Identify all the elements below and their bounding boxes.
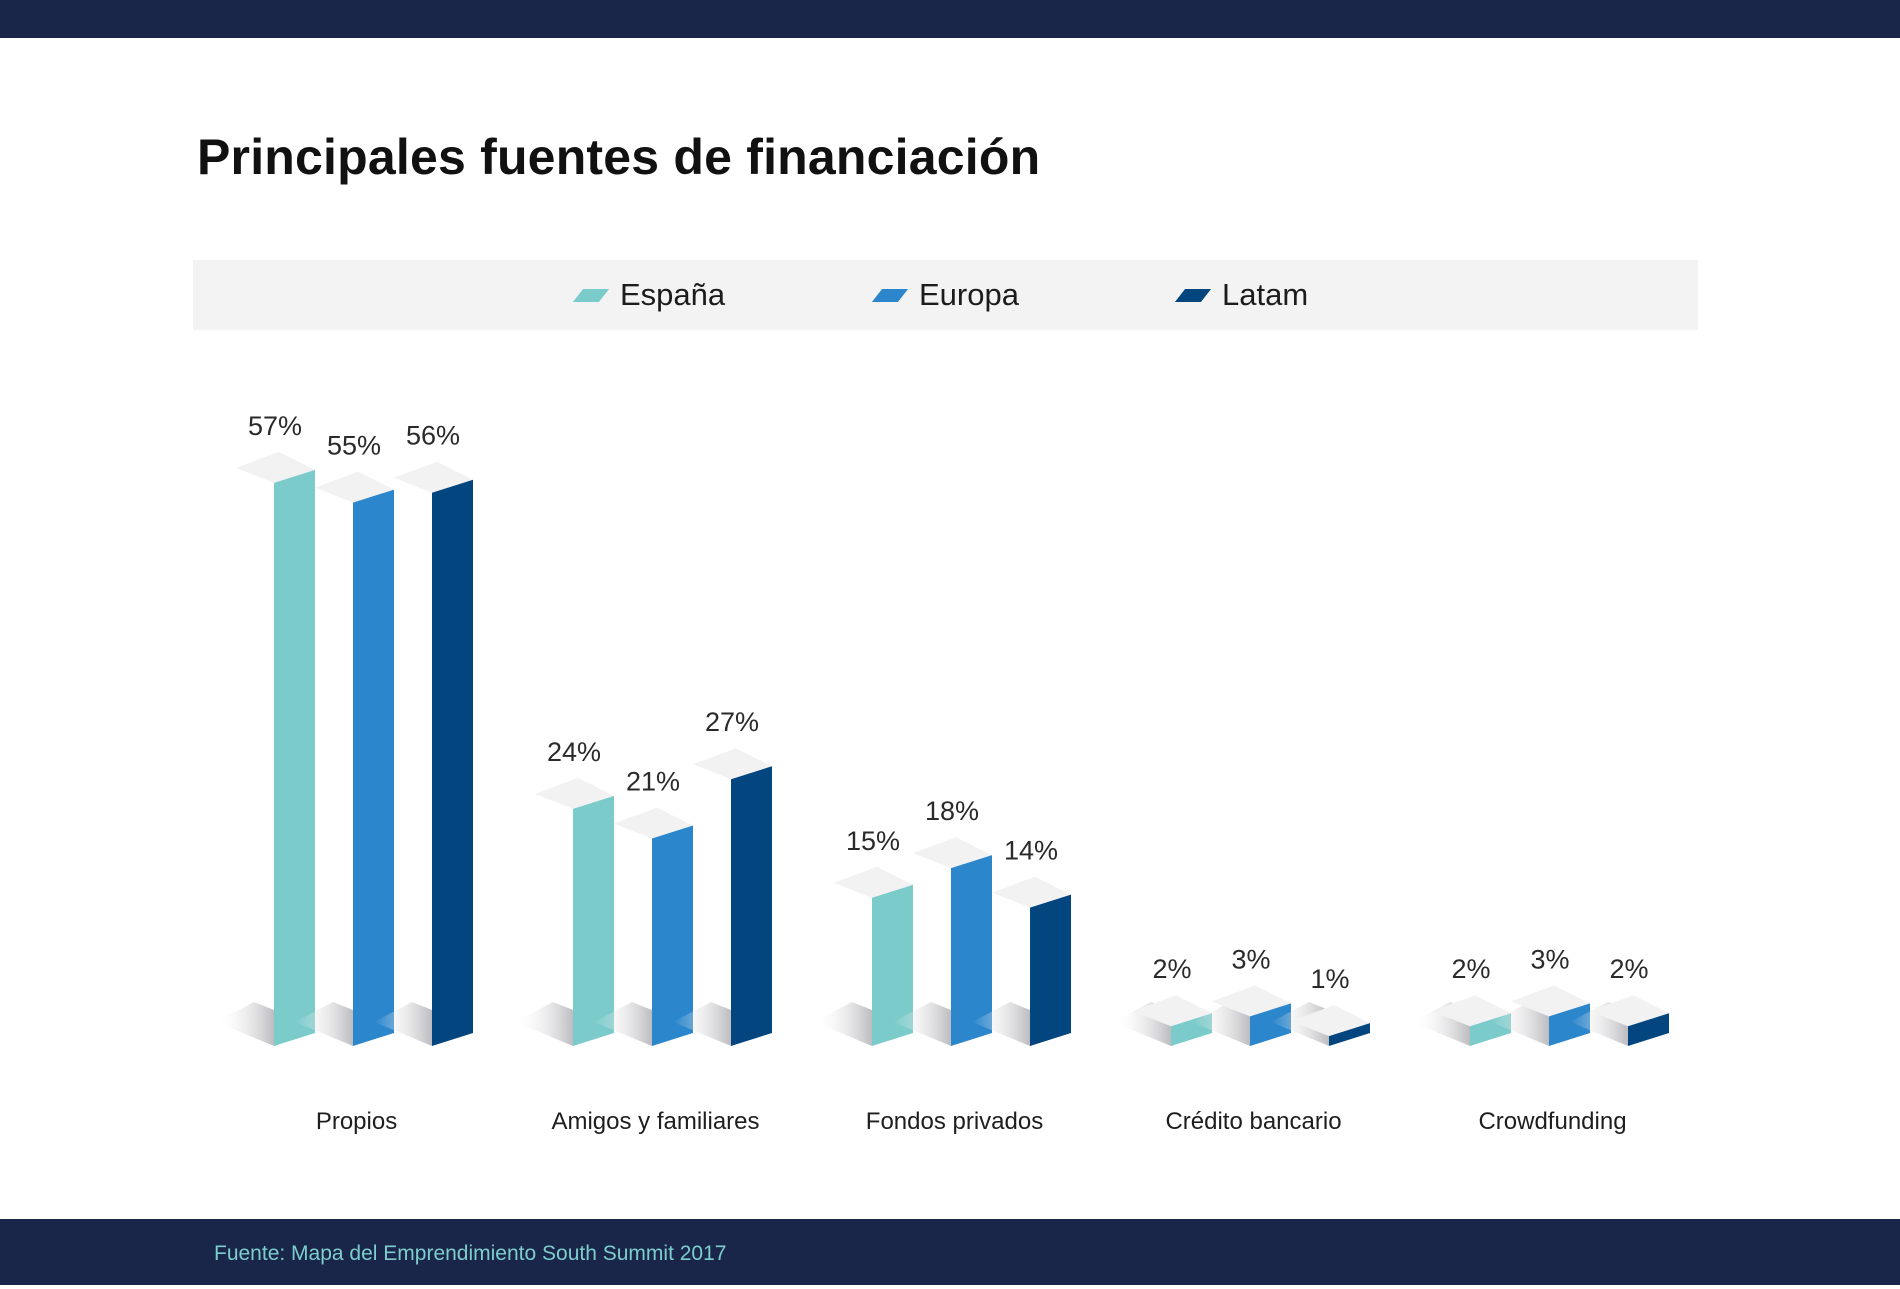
- category-label-crowdfunding: Crowdfunding: [1478, 1108, 1626, 1135]
- bar-shadow-propios-europa: [295, 1002, 353, 1046]
- bar-shadow-amigos-y-familiares-espana: [515, 1002, 573, 1046]
- value-label-fondos-privados-europa: 18%: [925, 796, 979, 826]
- bar-shadow-propios-latam: [374, 1002, 432, 1046]
- bar-shadow-crowdfunding-europa: [1491, 1002, 1549, 1046]
- value-label-fondos-privados-espana: 15%: [846, 826, 900, 856]
- bar-crowdfunding-latam: [1628, 1013, 1669, 1046]
- legend-label-latam: Latam: [1222, 277, 1309, 312]
- legend-item-espana: España: [572, 260, 726, 330]
- bar-top-fondos-privados-espana: [834, 866, 913, 898]
- value-label-crowdfunding-europa: 3%: [1530, 944, 1569, 974]
- bar-top-crowdfunding-europa: [1511, 985, 1590, 1017]
- bar-shadow-credito-bancario-europa: [1192, 1002, 1250, 1046]
- bar-amigos-y-familiares-latam: [731, 766, 772, 1046]
- bar-shadow-propios-espana: [216, 1002, 274, 1046]
- bar-chart: 57% 55% 56% Propios 24% 21% 27% Amigos y famili…: [216, 411, 1669, 1135]
- bar-top-amigos-y-familiares-espana: [535, 777, 614, 809]
- category-label-amigos-y-familiares: Amigos y familiares: [551, 1108, 759, 1135]
- value-label-amigos-y-familiares-espana: 24%: [547, 737, 601, 767]
- bar-top-amigos-y-familiares-europa: [614, 807, 693, 839]
- legend-label-espana: España: [620, 277, 726, 312]
- legend-item-latam: Latam: [1174, 260, 1309, 330]
- value-label-fondos-privados-latam: 14%: [1004, 836, 1058, 866]
- value-label-crowdfunding-latam: 2%: [1609, 954, 1648, 984]
- bar-top-crowdfunding-latam: [1590, 995, 1669, 1027]
- bar-top-crowdfunding-espana: [1432, 995, 1511, 1027]
- value-label-crowdfunding-espana: 2%: [1451, 954, 1490, 984]
- bar-top-fondos-privados-latam: [992, 876, 1071, 908]
- top-bar: [0, 0, 1900, 38]
- bar-top-propios-espana: [236, 451, 315, 483]
- bar-propios-espana: [274, 469, 315, 1047]
- bar-credito-bancario-latam: [1329, 1023, 1370, 1046]
- bar-fondos-privados-espana: [872, 884, 913, 1046]
- bar-fondos-privados-europa: [951, 855, 992, 1046]
- footer-bar: Fuente: Mapa del Emprendimiento South Su…: [0, 1219, 1900, 1285]
- legend-item-europa: Europa: [871, 260, 1019, 330]
- value-label-amigos-y-familiares-latam: 27%: [705, 707, 759, 737]
- legend-label-europa: Europa: [919, 277, 1019, 312]
- bar-propios-latam: [432, 479, 473, 1047]
- value-label-credito-bancario-europa: 3%: [1231, 944, 1270, 974]
- value-label-propios-latam: 56%: [406, 421, 460, 451]
- bar-shadow-amigos-y-familiares-latam: [673, 1002, 731, 1046]
- bar-credito-bancario-europa: [1250, 1003, 1291, 1046]
- bar-amigos-y-familiares-europa: [652, 825, 693, 1046]
- bar-shadow-fondos-privados-europa: [893, 1002, 951, 1046]
- value-label-propios-espana: 57%: [248, 411, 302, 441]
- bar-top-credito-bancario-europa: [1212, 985, 1291, 1017]
- bar-amigos-y-familiares-espana: [573, 795, 614, 1046]
- source-note: Fuente: Mapa del Emprendimiento South Su…: [214, 1242, 727, 1265]
- bar-fondos-privados-latam: [1030, 894, 1071, 1046]
- value-label-credito-bancario-espana: 2%: [1152, 954, 1191, 984]
- bar-top-credito-bancario-espana: [1133, 995, 1212, 1027]
- bar-shadow-fondos-privados-espana: [814, 1002, 872, 1046]
- bar-propios-europa: [353, 489, 394, 1047]
- value-label-amigos-y-familiares-europa: 21%: [626, 767, 680, 797]
- bar-top-propios-latam: [394, 461, 473, 493]
- bar-crowdfunding-europa: [1549, 1003, 1590, 1046]
- value-label-propios-europa: 55%: [327, 431, 381, 461]
- bar-top-amigos-y-familiares-latam: [693, 748, 772, 780]
- bar-top-fondos-privados-europa: [913, 837, 992, 869]
- chart-title: Principales fuentes de financiación: [197, 129, 1041, 185]
- category-label-credito-bancario: Crédito bancario: [1165, 1108, 1341, 1135]
- legend: España Europa Latam: [193, 260, 1698, 330]
- bar-shadow-amigos-y-familiares-europa: [594, 1002, 652, 1046]
- category-label-propios: Propios: [316, 1108, 397, 1135]
- category-label-fondos-privados: Fondos privados: [866, 1108, 1043, 1135]
- bar-shadow-fondos-privados-latam: [972, 1002, 1030, 1046]
- bar-top-credito-bancario-latam: [1291, 1005, 1370, 1037]
- value-label-credito-bancario-latam: 1%: [1310, 964, 1349, 994]
- bar-top-propios-europa: [315, 471, 394, 503]
